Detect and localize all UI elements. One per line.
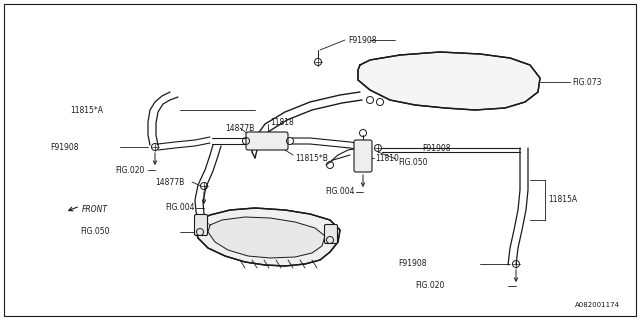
Text: F91908: F91908 (398, 260, 426, 268)
Text: F91908: F91908 (422, 143, 451, 153)
Text: 14877B: 14877B (225, 124, 254, 132)
Text: FIG.004: FIG.004 (165, 204, 195, 212)
FancyBboxPatch shape (195, 214, 207, 236)
Text: 11815*A: 11815*A (70, 106, 103, 115)
Text: A082001174: A082001174 (575, 302, 620, 308)
Text: 11818: 11818 (270, 117, 294, 126)
FancyBboxPatch shape (324, 225, 337, 244)
Text: 14877B: 14877B (155, 178, 184, 187)
Text: 11810: 11810 (375, 154, 399, 163)
Text: 11815*B: 11815*B (295, 154, 328, 163)
Text: FIG.073: FIG.073 (572, 77, 602, 86)
Text: FIG.004: FIG.004 (325, 188, 355, 196)
Polygon shape (195, 208, 340, 266)
Text: FRONT: FRONT (82, 205, 108, 214)
Polygon shape (208, 217, 325, 258)
Text: FIG.050: FIG.050 (398, 157, 428, 166)
Polygon shape (358, 52, 540, 110)
Text: FIG.020: FIG.020 (415, 282, 444, 291)
Text: 11815A: 11815A (548, 196, 577, 204)
FancyBboxPatch shape (246, 132, 288, 150)
Text: F91908: F91908 (348, 36, 376, 44)
Text: FIG.020: FIG.020 (115, 165, 145, 174)
Text: F91908: F91908 (50, 142, 79, 151)
Text: FIG.050: FIG.050 (80, 228, 109, 236)
FancyBboxPatch shape (354, 140, 372, 172)
